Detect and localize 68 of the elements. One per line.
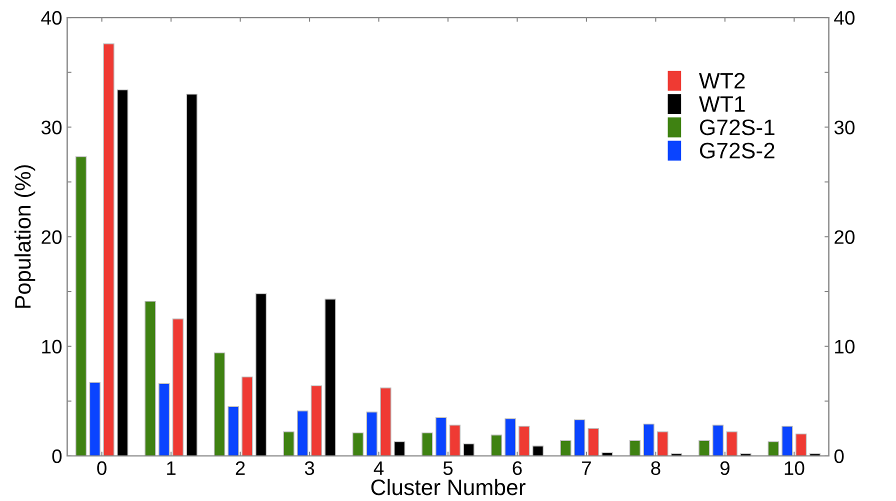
y-axis-title: Population (%) xyxy=(14,165,36,308)
bar xyxy=(782,426,793,456)
bar xyxy=(352,432,364,456)
x-tick-label: 7 xyxy=(582,461,591,475)
bar xyxy=(89,382,101,456)
x-tick-label: 6 xyxy=(512,461,522,476)
bar xyxy=(463,443,474,456)
bar xyxy=(490,434,502,456)
legend-label: G72S-2 xyxy=(700,142,774,158)
x-tick-label: 0 xyxy=(97,461,106,476)
bar xyxy=(103,43,114,456)
bar xyxy=(698,440,710,456)
bar xyxy=(394,441,406,456)
x-tick-label: 4 xyxy=(374,461,384,475)
bar xyxy=(228,406,239,456)
x-tick-label: 8 xyxy=(651,461,660,476)
bar xyxy=(602,452,613,456)
bar xyxy=(283,431,294,456)
x-tick-label: 1 xyxy=(167,461,176,475)
bar xyxy=(324,298,336,456)
x-tick-label: 2 xyxy=(236,461,245,475)
y2-tick-label: 0 xyxy=(834,449,844,464)
legend-label: WT1 xyxy=(698,96,745,112)
x-tick-label: 10 xyxy=(784,461,804,476)
bar xyxy=(588,428,600,456)
bar xyxy=(726,431,738,456)
y-tick-label: 20 xyxy=(42,230,62,244)
bar xyxy=(116,89,128,456)
bar xyxy=(532,446,544,456)
bar xyxy=(657,431,668,456)
bar xyxy=(629,440,641,456)
y-tick-label: 40 xyxy=(41,11,62,25)
bar xyxy=(504,418,516,456)
y2-tick-label: 20 xyxy=(834,230,855,244)
x-axis-title: Cluster Number xyxy=(371,478,526,496)
bar xyxy=(242,376,253,456)
bar xyxy=(186,94,198,456)
bar xyxy=(768,441,780,456)
x-tick-label: 5 xyxy=(443,461,453,476)
bar xyxy=(560,440,572,456)
bar xyxy=(75,156,87,456)
bar xyxy=(310,385,322,456)
bar xyxy=(643,424,654,456)
bar xyxy=(712,424,724,456)
bar xyxy=(574,419,586,456)
bar xyxy=(422,432,433,456)
bar xyxy=(296,410,308,456)
legend-label: WT2 xyxy=(698,72,745,88)
y-tick-label: 0 xyxy=(52,449,62,464)
x-tick-label: 9 xyxy=(720,461,730,476)
y-tick-label: 10 xyxy=(42,340,62,354)
bar xyxy=(172,318,184,456)
bar xyxy=(214,352,226,456)
bar xyxy=(144,300,156,456)
bar xyxy=(380,388,392,456)
bar xyxy=(255,293,267,456)
x-tick-label: 3 xyxy=(304,461,314,476)
y2-tick-label: 10 xyxy=(835,340,855,354)
bar xyxy=(449,424,461,456)
legend-label: G72S-1 xyxy=(700,119,774,136)
bar xyxy=(366,412,378,456)
bar xyxy=(518,426,530,456)
y-tick-label: 30 xyxy=(41,120,62,134)
bar xyxy=(158,383,170,456)
bar xyxy=(795,434,807,456)
bar xyxy=(435,417,447,456)
y2-tick-label: 30 xyxy=(834,120,855,134)
y2-tick-label: 40 xyxy=(834,11,855,25)
